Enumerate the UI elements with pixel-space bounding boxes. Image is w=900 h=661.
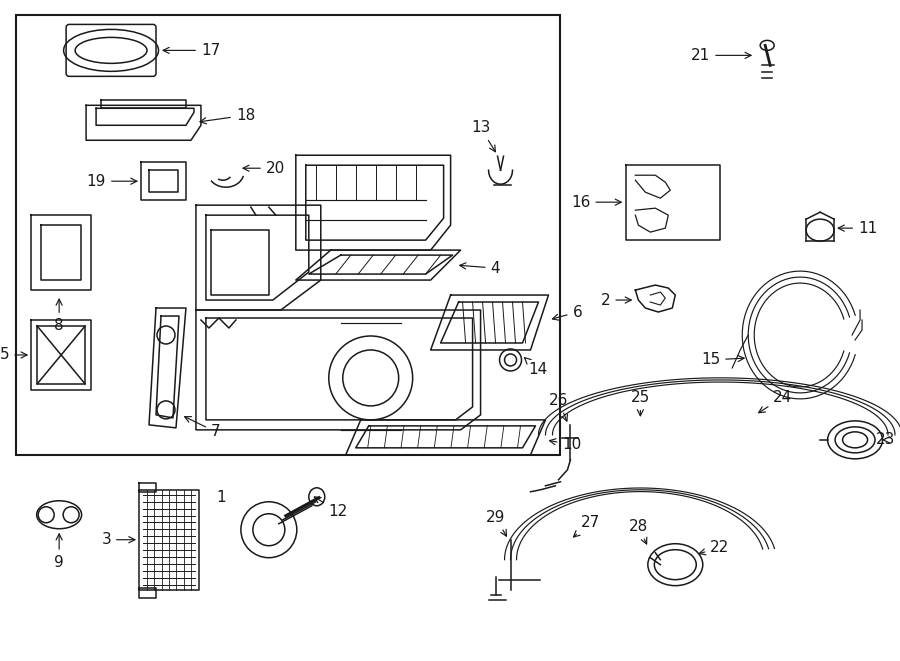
Text: 28: 28	[629, 519, 648, 544]
Text: 10: 10	[550, 438, 581, 452]
Text: 16: 16	[571, 195, 621, 210]
Text: 15: 15	[701, 352, 744, 368]
Text: 22: 22	[699, 540, 730, 555]
Text: 2: 2	[601, 293, 631, 307]
Text: 19: 19	[86, 174, 137, 188]
Text: 13: 13	[471, 120, 495, 152]
Text: 4: 4	[460, 260, 500, 276]
Text: 24: 24	[759, 390, 792, 412]
Text: 12: 12	[314, 497, 348, 520]
Text: 9: 9	[54, 534, 64, 570]
Bar	[16, 15, 561, 455]
Text: 14: 14	[525, 358, 548, 377]
Text: 17: 17	[163, 43, 220, 58]
Text: 1: 1	[216, 490, 226, 505]
Text: 3: 3	[102, 532, 135, 547]
Text: 21: 21	[691, 48, 752, 63]
Text: 29: 29	[486, 510, 507, 536]
Text: 27: 27	[573, 515, 599, 537]
Text: 26: 26	[549, 393, 568, 421]
Text: 7: 7	[184, 416, 220, 440]
Text: 20: 20	[243, 161, 285, 176]
Text: 5: 5	[0, 348, 27, 362]
Text: 18: 18	[200, 108, 255, 124]
Text: 8: 8	[54, 299, 64, 333]
Text: 6: 6	[553, 305, 582, 320]
Text: 25: 25	[631, 390, 650, 416]
Text: 23: 23	[876, 432, 895, 447]
Text: 11: 11	[838, 221, 878, 235]
